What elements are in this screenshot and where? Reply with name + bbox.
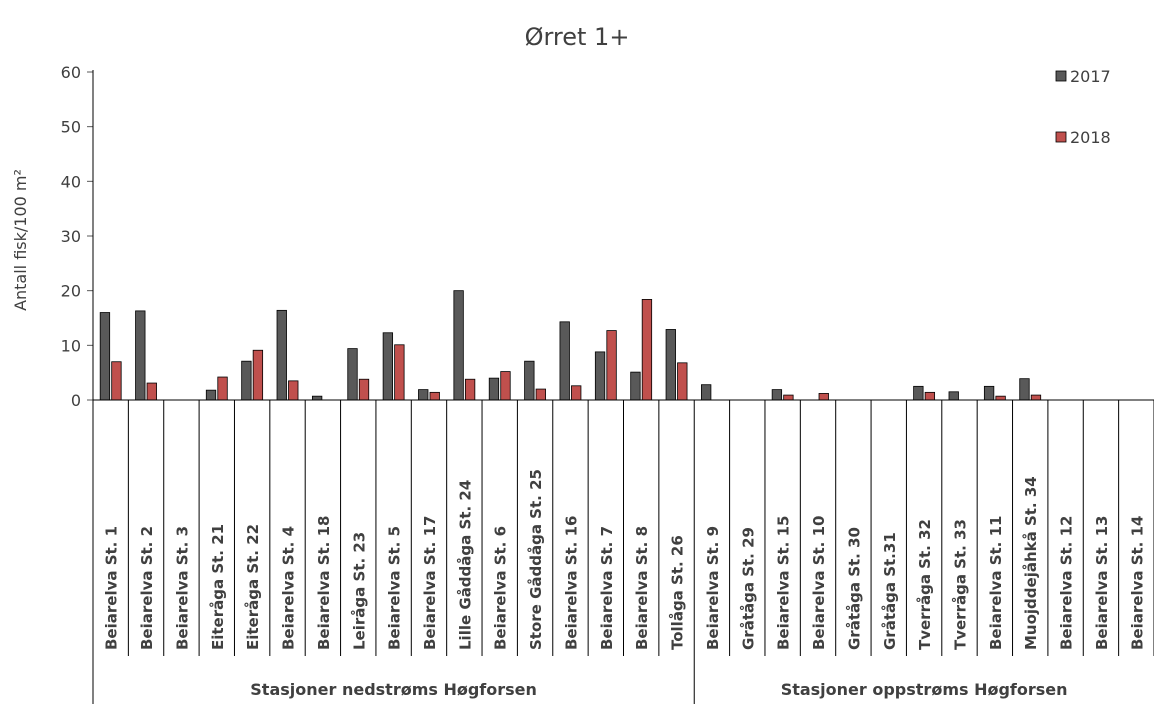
category-label: Beiarelva St. 12 [1058,516,1076,650]
y-tick-label: 60 [61,63,81,82]
category-label: Beiarelva St. 8 [633,526,651,650]
category-label: Eiteråga St. 22 [244,524,262,650]
bar-2017-11 [453,290,464,401]
legend-swatch-2017 [1055,70,1067,82]
bar-2017-26 [983,385,995,401]
bar-2018-11 [464,378,476,401]
bar-2017-14 [559,321,570,401]
category-labels: Beiarelva St. 1 Beiarelva St. 2 Beiarelva … [103,469,1147,650]
category-label: Beiarelva St. 15 [775,516,793,650]
bar-2017-13 [524,360,535,401]
legend-label-2017: 2017 [1070,67,1111,86]
axes [92,70,1154,704]
y-tick-label: 50 [61,118,81,137]
bar-2018-16 [641,299,653,401]
bar-2018-21 [818,393,829,401]
category-label: Lille Gåddåga St. 24 [456,480,474,650]
legend-label-2018: 2018 [1070,128,1111,147]
category-label: Beiarelva St. 7 [598,526,616,650]
category-label: Tverråga St. 32 [916,519,934,650]
category-label: Tollåga St. 26 [669,535,687,650]
bar-2018-12 [500,371,511,401]
bar-2017-16 [630,371,641,401]
chart-title: Ørret 1+ [525,23,630,51]
bar-2018-27 [1030,394,1042,401]
category-label: Beiarelva St. 4 [280,526,298,650]
category-label: Beiarelva St. 16 [562,516,580,650]
category-label: Beiarelva St. 2 [138,526,156,650]
category-label: Leiråga St. 23 [350,532,368,650]
category-label: Beiarelva St. 5 [386,526,404,650]
bar-2017-10 [418,389,429,401]
bar-2018-4 [217,376,228,401]
category-label: Gråtåga St.31 [881,532,899,650]
bar-2018-26 [995,395,1006,401]
bar-2017-9 [382,332,394,401]
bar-2017-20 [771,389,783,401]
bar-2018-5 [252,349,264,401]
bar-2018-14 [571,385,582,401]
category-label: Beiarelva St. 1 [103,526,121,650]
bar-2017-17 [665,329,676,401]
group-label: Stasjoner oppstrøms Høgforsen [781,680,1068,699]
bars [99,290,1042,401]
category-label: Beiarelva St. 11 [987,516,1005,650]
group-labels: Stasjoner nedstrøms Høgforsen Stasjoner o… [250,680,1067,699]
category-label: Beiarelva St. 3 [173,526,191,650]
category-label: Store Gåddåga St. 25 [527,469,545,650]
legend-swatch-2018 [1055,131,1067,143]
category-label: Gråtåga St. 29 [739,527,757,650]
bar-2018-15 [606,330,617,401]
category-label: Eiteråga St. 21 [209,524,227,650]
y-tick-label: 40 [61,172,81,191]
bar-2018-9 [394,344,405,401]
bar-2017-15 [594,351,606,401]
bar-2017-24 [913,385,924,401]
bar-2017-5 [241,360,252,401]
bar-2018-8 [358,378,370,401]
bar-2017-27 [1019,378,1030,401]
bar-2017-12 [488,377,500,401]
bar-2017-1 [99,312,111,401]
bar-2018-2 [146,382,157,401]
category-label: Beiarelva St. 17 [421,516,439,650]
bar-2018-1 [111,361,122,401]
category-label: Beiarelva St. 13 [1093,516,1111,650]
bar-2017-25 [948,391,959,401]
category-label: Gråtåga St. 30 [845,527,863,650]
y-axis-ticks: 0 10 20 30 40 50 60 [61,63,93,410]
bar-2018-17 [677,362,688,401]
category-label: Beiarelva St. 14 [1128,516,1146,650]
category-label: Muojddejåhkå St. 34 [1022,476,1040,650]
bar-2017-7 [311,395,323,401]
bar-2018-24 [924,391,936,401]
y-tick-label: 10 [61,336,81,355]
category-label: Beiarelva St. 9 [704,526,722,650]
y-tick-label: 0 [71,391,81,410]
bar-2017-18 [701,384,712,401]
bar-2017-2 [135,310,146,401]
bar-2018-6 [288,380,299,401]
group-label: Stasjoner nedstrøms Høgforsen [250,680,537,699]
bar-2017-6 [276,309,287,401]
bar-2017-8 [347,348,358,401]
bar-2018-10 [429,391,440,401]
bar-2018-13 [535,388,546,401]
y-axis-label: Antall fisk/100 m² [11,169,30,311]
category-label: Beiarelva St. 18 [315,516,333,650]
bar-2018-20 [783,394,794,401]
bar-2017-4 [205,389,217,401]
legend: 2017 2018 [1055,67,1111,147]
category-label: Beiarelva St. 6 [492,526,510,650]
category-label: Beiarelva St. 10 [810,516,828,650]
y-tick-label: 20 [61,282,81,301]
category-label: Tverråga St. 33 [951,519,969,650]
y-tick-label: 30 [61,227,81,246]
